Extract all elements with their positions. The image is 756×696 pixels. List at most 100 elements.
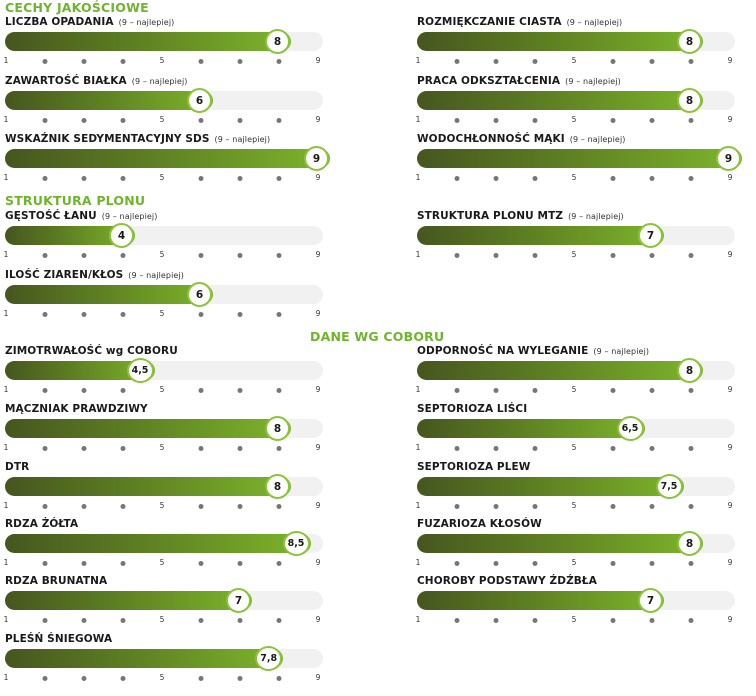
- tick-dot: [454, 253, 460, 258]
- tick-dot: [42, 446, 48, 451]
- tick-dot: [81, 59, 87, 64]
- rating-name: PRACA ODKSZTAŁCENIA: [417, 75, 561, 87]
- tick-dot: [688, 118, 694, 123]
- rating-bar: [417, 226, 664, 245]
- rating-value-badge: 7,8: [255, 646, 283, 671]
- tick-dot: [493, 618, 499, 623]
- tick-dot: [532, 118, 538, 123]
- tick-dot: [454, 388, 460, 393]
- tick-label: 9: [727, 443, 733, 452]
- rating-name: ZIMOTRWAŁOŚĆ wg COBORU: [5, 345, 178, 357]
- rating-track: 6: [5, 88, 323, 113]
- tick-dot: [81, 312, 87, 317]
- rating-value-badge: 9: [716, 146, 741, 171]
- tick-label: 5: [159, 501, 165, 510]
- tick-label: 1: [3, 615, 9, 624]
- tick-dot: [120, 504, 126, 509]
- tick-dot: [649, 446, 655, 451]
- tick-label: 5: [571, 615, 577, 624]
- rating-name: STRUKTURA PLONU MTZ: [417, 210, 564, 222]
- tick-label: 1: [3, 385, 9, 394]
- tick-label: 9: [315, 673, 321, 682]
- rating-label: CHOROBY PODSTAWY ŹDŹBŁA: [417, 575, 597, 587]
- tick-label: 9: [315, 56, 321, 65]
- rating-name: DTR: [5, 461, 30, 473]
- tick-label: 9: [315, 558, 321, 567]
- tick-dot: [120, 676, 126, 681]
- rating-value-badge: 9: [304, 146, 329, 171]
- tick-dot: [688, 504, 694, 509]
- rating-track: 8: [5, 29, 323, 54]
- rating-bar: [5, 91, 213, 110]
- rating-row-rdza-zolta: RDZA ŻÓŁTA 8,5 1 5 9: [4, 518, 335, 574]
- tick-label: 1: [415, 385, 421, 394]
- tick-dot: [276, 312, 282, 317]
- tick-dot: [81, 176, 87, 181]
- rating-bar: [417, 91, 703, 110]
- rating-row-fuzarioza-klosow: FUZARIOZA KŁOSÓW 8 1 5 9: [416, 518, 747, 574]
- tick-dot: [610, 618, 616, 623]
- tick-label: 5: [571, 558, 577, 567]
- rating-scale: 1 5 9: [3, 309, 323, 319]
- rating-row-praca-odksztalcenia: PRACA ODKSZTAŁCENIA (9 – najlepiej) 8 1 5 9: [416, 75, 747, 131]
- tick-dot: [610, 118, 616, 123]
- rating-label: WSKAŹNIK SEDYMENTACYJNY SDS (9 – najlepie…: [5, 133, 270, 145]
- rating-track: 7: [417, 223, 735, 248]
- rating-bar: [417, 32, 703, 51]
- rating-label: RDZA ŻÓŁTA: [5, 518, 78, 530]
- rating-label: ROZMIĘKCZANIE CIASTA (9 – najlepiej): [417, 16, 622, 28]
- tick-dot: [649, 253, 655, 258]
- rating-label: RDZA BRUNATNA: [5, 575, 107, 587]
- tick-dot: [237, 676, 243, 681]
- tick-dot: [610, 59, 616, 64]
- tick-label: 1: [3, 673, 9, 682]
- tick-dot: [42, 676, 48, 681]
- rating-bar: [5, 591, 252, 610]
- rating-track: 7: [5, 588, 323, 613]
- tick-dot: [649, 118, 655, 123]
- tick-label: 5: [571, 501, 577, 510]
- tick-dot: [454, 446, 460, 451]
- tick-dot: [198, 388, 204, 393]
- tick-label: 5: [159, 173, 165, 182]
- rating-scale: 1 5 9: [4, 558, 323, 568]
- tick-dot: [493, 176, 499, 181]
- tick-dot: [610, 446, 616, 451]
- rating-name: PLEŚŃ ŚNIEGOWA: [5, 633, 113, 645]
- rating-scale: 1 5 9: [416, 443, 735, 453]
- tick-dot: [237, 561, 243, 566]
- tick-label: 9: [315, 115, 321, 124]
- tick-dot: [493, 446, 499, 451]
- rating-label: ILOŚĆ ZIAREN/KŁOS (9 – najlepiej): [5, 269, 184, 281]
- tick-label: 5: [159, 615, 165, 624]
- tick-label: 1: [3, 309, 9, 318]
- tick-dot: [198, 561, 204, 566]
- rating-value-badge: 8: [677, 358, 702, 383]
- rating-name: ILOŚĆ ZIAREN/KŁOS: [5, 269, 124, 281]
- rating-value-badge: 7,5: [655, 474, 683, 499]
- tick-dot: [237, 446, 243, 451]
- rating-scale: 1 5 9: [3, 173, 323, 183]
- rating-row-choroby-podstawy: CHOROBY PODSTAWY ŹDŹBŁA 7 1 5 9: [416, 575, 747, 631]
- tick-label: 1: [3, 501, 9, 510]
- rating-note: (9 – najlepiej): [568, 212, 624, 221]
- tick-label: 1: [3, 173, 9, 182]
- tick-dot: [649, 176, 655, 181]
- rating-value-badge: 8: [265, 29, 290, 54]
- rating-track: 7,5: [417, 474, 735, 499]
- tick-dot: [198, 118, 204, 123]
- rating-label: ZIMOTRWAŁOŚĆ wg COBORU: [5, 345, 178, 357]
- tick-label: 9: [315, 501, 321, 510]
- rating-track: 8: [417, 358, 735, 383]
- tick-label: 5: [571, 115, 577, 124]
- rating-row-wskaznik-sds: WSKAŹNIK SEDYMENTACYJNY SDS (9 – najlepie…: [3, 133, 335, 189]
- tick-dot: [532, 446, 538, 451]
- tick-dot: [81, 561, 87, 566]
- rating-scale: 1 5 9: [4, 56, 323, 66]
- tick-dot: [81, 118, 87, 123]
- tick-dot: [120, 253, 126, 258]
- tick-dot: [688, 253, 694, 258]
- tick-dot: [454, 618, 460, 623]
- rating-track: 8: [417, 88, 735, 113]
- tick-dot: [198, 618, 204, 623]
